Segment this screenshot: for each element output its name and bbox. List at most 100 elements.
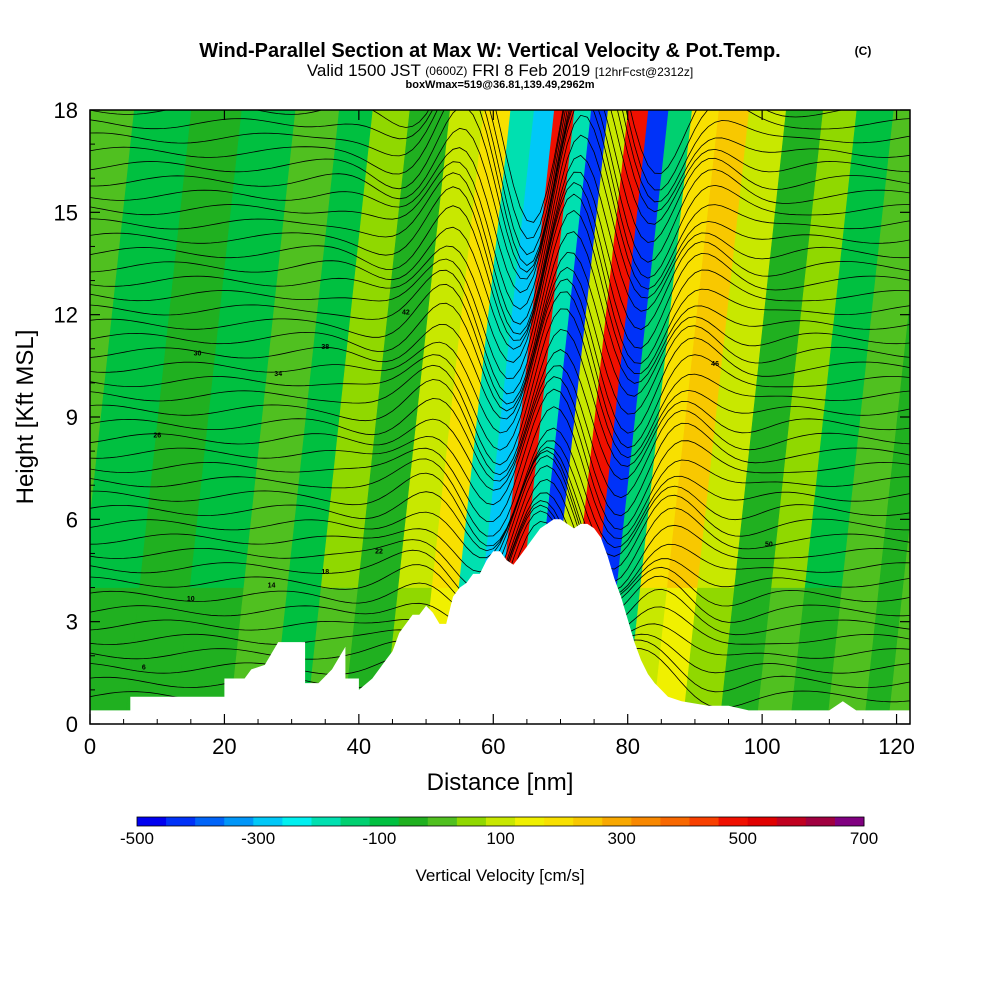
w-band xyxy=(327,110,374,213)
w-band xyxy=(122,110,192,213)
colorbar-swatch xyxy=(834,817,865,826)
theta-contour xyxy=(90,110,910,310)
theta-contour-label: 26 xyxy=(153,432,161,439)
terrain-mask xyxy=(90,519,910,724)
box-wmax-info: boxWmax=519@36.81,139.49,2962m xyxy=(406,79,595,91)
x-tick-label: 40 xyxy=(347,734,371,759)
colorbar-swatch xyxy=(369,817,400,826)
colorbar-tick-label: -100 xyxy=(362,829,396,848)
colorbar-label: Vertical Velocity [cm/s] xyxy=(415,866,584,885)
w-band xyxy=(908,299,910,315)
colorbar-tick-label: -300 xyxy=(241,829,275,848)
colorbar-tick-label: 700 xyxy=(850,829,878,848)
theta-contour xyxy=(90,171,910,350)
w-band xyxy=(230,110,296,213)
w-band xyxy=(637,110,670,213)
theta-contour xyxy=(90,450,910,583)
colorbar: -500 -300 -100 100 300 500 700 xyxy=(120,816,878,848)
theta-contour xyxy=(90,388,910,530)
w-band xyxy=(734,519,780,588)
colorbar-swatch xyxy=(311,817,342,826)
w-band xyxy=(100,314,170,418)
colorbar-swatch xyxy=(456,817,487,826)
y-tick-label: 12 xyxy=(54,303,78,328)
potential-temperature-contours: 6 10 14 18 22 26 30 34 38 42 46 50 xyxy=(90,110,910,709)
x-tick-label: 120 xyxy=(878,734,915,759)
w-band xyxy=(657,110,693,213)
x-tick-label: 60 xyxy=(481,734,505,759)
x-axis-label: Distance [nm] xyxy=(427,769,574,796)
w-band xyxy=(707,110,750,213)
w-band xyxy=(804,519,850,588)
colorbar-swatch xyxy=(340,817,371,826)
theta-contour xyxy=(90,110,910,294)
colorbar-swatch xyxy=(398,817,429,826)
w-band xyxy=(139,519,198,588)
theta-contour xyxy=(90,251,910,412)
w-band xyxy=(878,519,910,588)
colorbar-swatch xyxy=(427,817,458,826)
colorbar-tick-label: 300 xyxy=(607,829,635,848)
theta-contour xyxy=(90,110,910,267)
w-band xyxy=(871,212,910,315)
w-band xyxy=(680,110,720,213)
theta-contour xyxy=(90,291,910,451)
colorbar-swatch xyxy=(805,817,836,826)
w-band xyxy=(219,212,285,315)
theta-contour xyxy=(90,110,910,280)
colorbar-swatch xyxy=(776,817,807,826)
theta-contour xyxy=(90,440,910,557)
valid-zone: (0600Z) xyxy=(425,64,467,78)
colorbar-swatch xyxy=(137,817,167,826)
theta-contour-label: 42 xyxy=(402,310,410,317)
x-axis: 0 20 40 60 80 100 120 xyxy=(84,110,915,759)
colorbar-swatch xyxy=(282,817,312,826)
theta-contour xyxy=(90,365,910,499)
w-band xyxy=(197,416,263,520)
theta-contour xyxy=(90,406,910,540)
theta-contour xyxy=(90,328,910,476)
theta-contour-label: 6 xyxy=(142,664,146,671)
theta-contour xyxy=(90,349,910,482)
w-band xyxy=(180,110,243,213)
colorbar-swatch xyxy=(544,817,574,826)
theta-contour xyxy=(90,110,910,240)
y-tick-label: 0 xyxy=(66,712,78,737)
theta-contour xyxy=(90,154,910,341)
colorbar-swatch xyxy=(660,817,691,826)
theta-contour xyxy=(90,110,910,256)
colorbar-swatch xyxy=(718,817,749,826)
theta-contour-label: 34 xyxy=(274,371,282,378)
w-band xyxy=(499,110,535,213)
colorbar-tick-label: -500 xyxy=(120,829,154,848)
valid-date: FRI 8 Feb 2019 xyxy=(472,61,590,80)
colorbar-swatch xyxy=(747,817,778,826)
theta-contour-label: 30 xyxy=(194,351,202,358)
theta-contour-label: 50 xyxy=(765,542,773,549)
chart-title: Wind-Parallel Section at Max W: Vertical… xyxy=(199,40,780,62)
theta-contour-label: 14 xyxy=(268,583,276,590)
colorbar-swatch xyxy=(485,817,516,826)
theta-contour-label: 18 xyxy=(321,569,329,576)
forecast-info: [12hrFcst@2312z] xyxy=(595,65,693,79)
theta-contour xyxy=(90,308,910,466)
theta-contour xyxy=(90,114,910,325)
x-tick-label: 80 xyxy=(615,734,639,759)
y-axis: 0 3 6 9 12 15 18 xyxy=(54,98,910,737)
colorbar-frame xyxy=(136,816,865,827)
colorbar-swatch xyxy=(224,817,254,826)
theta-contour xyxy=(90,110,844,223)
theta-contour-label: 10 xyxy=(187,596,195,603)
x-tick-label: 100 xyxy=(744,734,781,759)
y-axis-label: Height [Kft MSL] xyxy=(12,330,39,505)
copyright-mark: (C) xyxy=(855,44,872,58)
w-band xyxy=(920,110,955,212)
theta-contour xyxy=(90,427,910,549)
valid-time-line: Valid 1500 JST (0600Z) FRI 8 Feb 2019 [1… xyxy=(307,60,693,80)
w-band xyxy=(697,519,743,588)
theta-contour xyxy=(90,446,910,570)
colorbar-swatch xyxy=(253,817,283,826)
theta-contour xyxy=(90,278,910,434)
